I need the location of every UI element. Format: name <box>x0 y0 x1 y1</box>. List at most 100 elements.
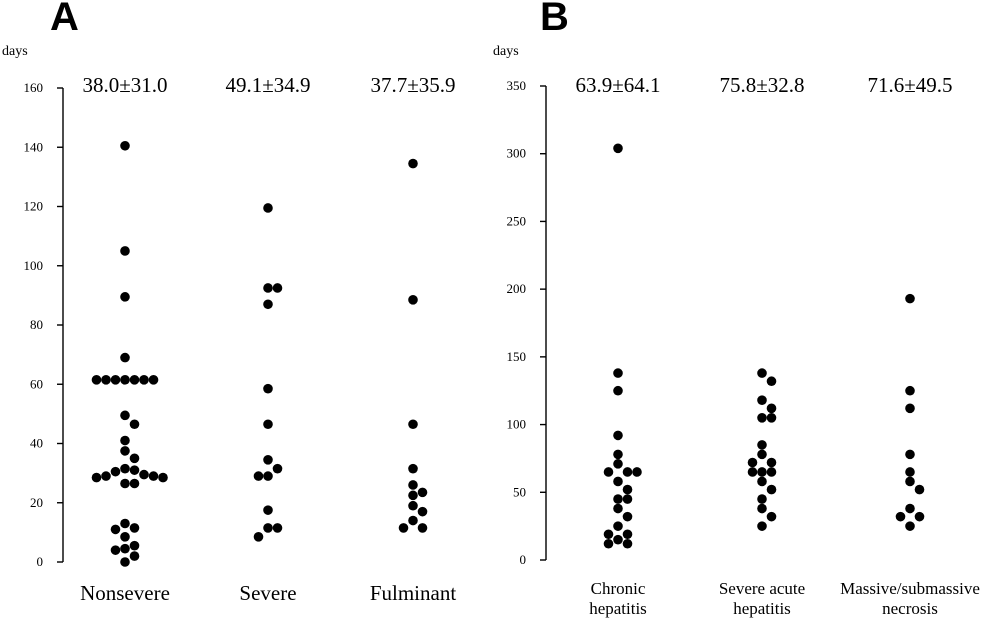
y-tick-label: 50 <box>513 484 526 499</box>
data-point <box>613 449 623 460</box>
data-point <box>622 467 633 477</box>
data-point <box>110 524 121 535</box>
category-label: Severe acute <box>719 579 805 598</box>
data-point <box>757 368 767 378</box>
data-point <box>766 403 777 414</box>
data-point <box>613 534 623 545</box>
data-point <box>408 158 418 169</box>
data-point <box>757 440 767 450</box>
data-point <box>622 538 633 549</box>
data-point <box>120 375 130 385</box>
y-tick-label: 200 <box>507 281 527 296</box>
category-label: Fulminant <box>370 581 457 605</box>
y-tick-label: 20 <box>30 495 43 510</box>
data-point <box>110 466 121 477</box>
data-point <box>905 293 915 304</box>
data-point <box>895 511 906 522</box>
data-point <box>603 529 614 540</box>
data-point <box>139 375 149 385</box>
data-point <box>757 503 767 514</box>
data-point <box>622 494 633 504</box>
y-tick-label: 100 <box>507 417 527 432</box>
data-point <box>158 472 168 483</box>
data-point <box>622 529 633 540</box>
y-tick-label: 250 <box>507 213 527 228</box>
data-point <box>417 506 428 517</box>
y-tick-label: 0 <box>37 554 44 569</box>
data-point <box>129 453 140 464</box>
category-label: Massive/submassive <box>840 579 980 598</box>
y-tick-label: 0 <box>520 552 527 567</box>
data-point <box>905 521 915 531</box>
y-tick-label: 300 <box>507 146 527 161</box>
data-point <box>120 410 130 421</box>
category-label: Chronic <box>591 579 646 598</box>
data-point <box>129 419 140 430</box>
panel-a-letter: A <box>50 0 79 39</box>
data-point <box>417 523 428 533</box>
data-point <box>757 521 767 531</box>
data-point <box>603 467 614 477</box>
y-tick-label: 160 <box>24 80 44 95</box>
data-point <box>905 503 915 514</box>
data-point <box>253 532 264 542</box>
stat-label: 38.0±31.0 <box>82 73 167 97</box>
data-point <box>120 532 130 542</box>
data-point <box>120 352 130 363</box>
data-point <box>129 465 140 475</box>
data-point <box>766 413 777 423</box>
category-label: hepatitis <box>589 599 647 618</box>
panel-a-stat-labels: 38.0±31.0 49.1±34.9 37.7±35.9 <box>82 73 455 97</box>
data-point <box>120 478 130 489</box>
data-point <box>905 403 915 414</box>
data-point <box>129 551 140 561</box>
data-point <box>408 490 418 501</box>
data-point <box>914 484 925 495</box>
data-point <box>613 459 623 469</box>
data-point <box>757 413 767 423</box>
data-point <box>408 500 418 511</box>
data-point <box>120 435 130 446</box>
y-tick-label: 80 <box>30 317 43 332</box>
data-point <box>613 494 623 504</box>
data-point <box>148 471 159 481</box>
data-point <box>613 503 623 514</box>
data-point <box>263 419 273 430</box>
data-point <box>129 478 140 489</box>
data-point <box>905 476 915 487</box>
y-tick-label: 120 <box>24 199 44 214</box>
data-point <box>747 457 758 468</box>
data-point <box>272 523 283 533</box>
data-point <box>417 487 428 498</box>
data-point <box>613 521 623 531</box>
data-point <box>408 419 418 430</box>
category-label: necrosis <box>882 599 938 618</box>
data-point <box>632 467 642 477</box>
stat-label: 37.7±35.9 <box>370 73 455 97</box>
data-point <box>120 543 130 554</box>
data-point <box>120 246 130 256</box>
data-point <box>905 467 915 477</box>
data-point <box>622 511 633 522</box>
data-point <box>398 523 409 533</box>
data-point <box>91 472 102 483</box>
data-point <box>766 376 777 387</box>
data-point <box>120 446 130 456</box>
data-point <box>766 467 777 477</box>
data-point <box>263 471 273 481</box>
data-point <box>91 375 102 385</box>
data-point <box>757 467 767 477</box>
data-point <box>129 540 140 551</box>
data-point <box>603 538 614 549</box>
data-point <box>110 375 121 385</box>
data-point <box>757 395 767 405</box>
panel-b-y-ticks: 0 50 100 150 200 250 300 350 <box>507 78 546 567</box>
panel-b-data-points <box>603 143 925 549</box>
data-point <box>613 368 623 378</box>
data-point <box>747 467 758 477</box>
panel-b: B days 0 50 100 150 200 250 300 350 63.9±64.1 75… <box>493 0 980 618</box>
data-point <box>263 454 273 465</box>
y-tick-label: 350 <box>507 78 527 93</box>
data-point <box>263 383 273 394</box>
data-point <box>120 557 130 567</box>
